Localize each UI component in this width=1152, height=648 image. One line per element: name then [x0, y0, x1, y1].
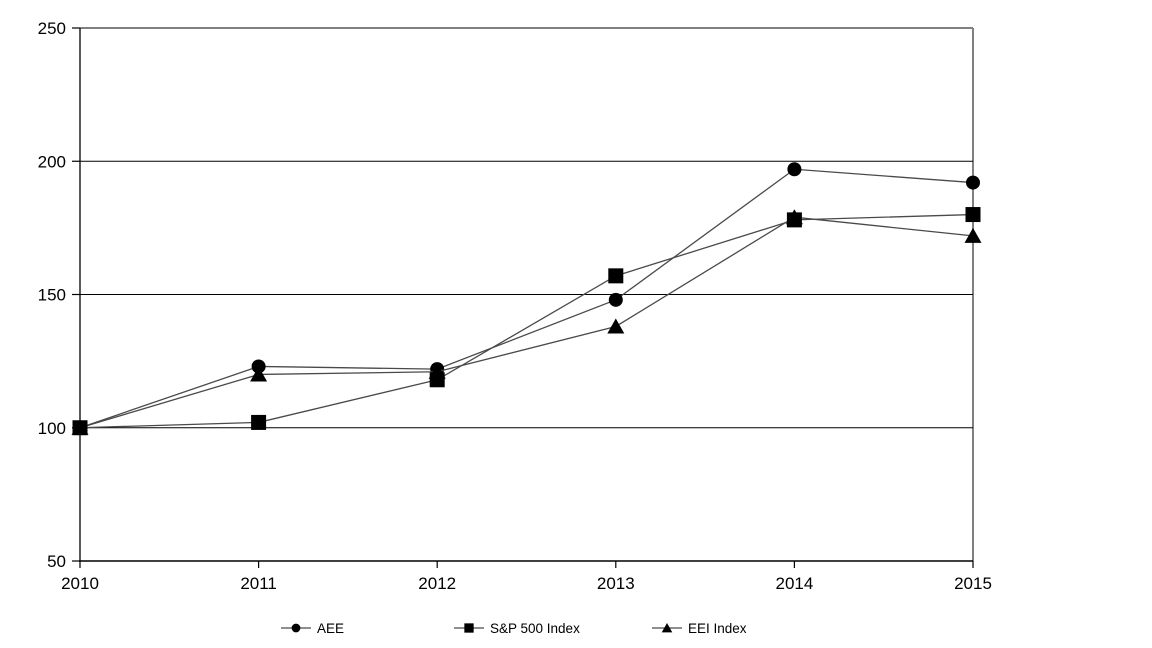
x-axis-label-2010: 2010	[61, 574, 99, 593]
y-axis-label-150: 150	[38, 286, 66, 305]
data-point-s-p-500-index-2013	[608, 268, 624, 284]
series-line-aee	[79, 168, 974, 429]
data-point-s-p-500-index-2011	[251, 414, 267, 430]
legend-item-sp500: S&P 500 Index	[453, 618, 580, 638]
legend-label-eei: EEI Index	[688, 620, 747, 636]
legend-marker-aee	[291, 623, 301, 633]
legend-marker-eei-index	[661, 623, 673, 633]
data-point-eei-index-2013	[607, 318, 625, 334]
y-axis-label-50: 50	[47, 552, 66, 571]
x-axis-label-2014: 2014	[775, 574, 813, 593]
x-axis-label-2013: 2013	[597, 574, 635, 593]
y-axis-label-200: 200	[38, 152, 66, 171]
data-point-eei-index-2015	[964, 227, 982, 243]
y-axis-label-100: 100	[38, 419, 66, 438]
chart-legend: AEE S&P 500 Index EEI Index	[0, 618, 1152, 642]
x-axis-label-2011: 2011	[240, 574, 277, 593]
legend-item-eei: EEI Index	[651, 618, 747, 638]
square-marker-icon	[454, 623, 484, 633]
circle-marker-icon	[281, 623, 311, 633]
data-point-eei-index-2011	[250, 366, 268, 382]
x-axis-label-2012: 2012	[418, 574, 456, 593]
data-point-aee-2014	[787, 162, 802, 177]
plot-area: 50 100 150 200 250 2010 2011 2012 2013 2014 2015	[38, 19, 992, 593]
legend-label-sp500: S&P 500 Index	[490, 620, 580, 636]
series-line-s-p-500-index	[79, 213, 974, 429]
triangle-marker-icon	[652, 623, 682, 633]
data-point-s-p-500-index-2012	[429, 372, 445, 388]
data-point-aee-2013	[608, 292, 623, 307]
x-axis-label-2015: 2015	[954, 574, 992, 593]
y-axis-label-250: 250	[38, 19, 66, 38]
data-point-s-p-500-index-2015	[965, 207, 981, 223]
legend-item-aee: AEE	[280, 618, 344, 638]
data-point-s-p-500-index-2014	[786, 212, 802, 228]
legend-label-aee: AEE	[317, 620, 345, 636]
data-point-aee-2015	[966, 175, 980, 190]
data-point-s-p-500-index-2010	[72, 420, 88, 436]
legend-marker-s-p-500-index	[464, 623, 474, 633]
series-line-eei-index	[79, 216, 974, 429]
